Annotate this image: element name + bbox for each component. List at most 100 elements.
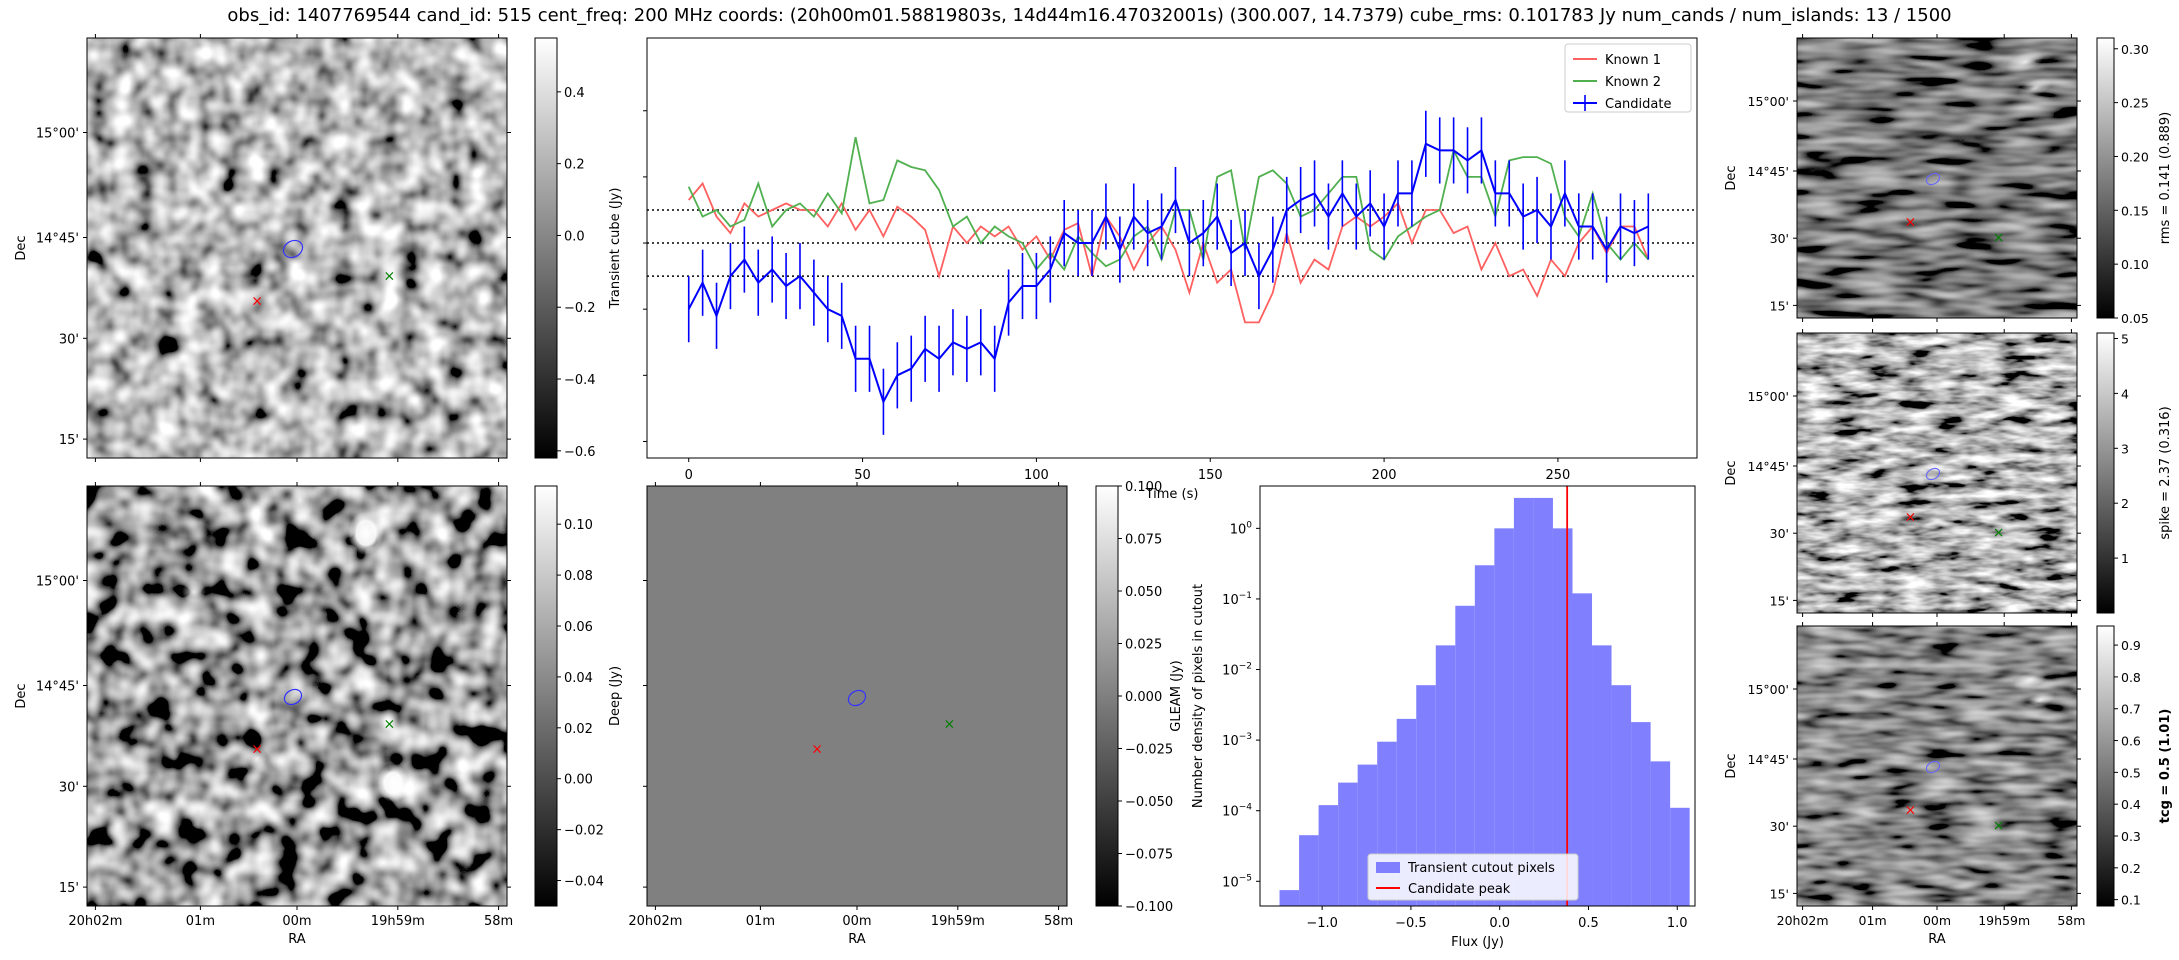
histogram-bar	[1435, 645, 1456, 906]
hist-y-tick-label: 100	[1230, 520, 1253, 537]
rms-image-panel	[1796, 37, 2078, 319]
ts-x-tick-label: 150	[1198, 468, 1223, 483]
colorbar-tick-label: 3	[2121, 441, 2129, 456]
ra-tick-label: 20h02m	[628, 914, 682, 929]
colorbar-tick-label: 0.025	[1125, 638, 1162, 653]
ra-tick-label: 19h59m	[931, 914, 985, 929]
colorbar-tick-label: 0.06	[564, 620, 593, 635]
dec-tick-label: 30'	[1770, 819, 1789, 834]
colorbar-tick-label: 0.050	[1125, 585, 1162, 600]
colorbar-label: tcg = 0.5 (1.01)	[2158, 709, 2173, 824]
dec-tick-label: 30'	[59, 780, 79, 795]
histogram-bar	[1631, 722, 1651, 906]
colorbar-tick-label: 0.6	[2121, 734, 2141, 749]
tcg-image-panel	[1796, 625, 2078, 907]
timeseries-plot-area	[646, 37, 1698, 459]
histogram-bar	[1338, 782, 1358, 906]
known-source-green-x-marker: ×	[1993, 525, 2005, 541]
series-line-known-2	[687, 137, 1649, 272]
ts-x-tick-label: 50	[854, 468, 871, 483]
ra-tick-label: 20h02m	[1777, 913, 1829, 928]
colorbar-tick-label: −0.04	[564, 875, 604, 890]
dec-tick-label: 14°45'	[1748, 164, 1790, 179]
colorbar-tick-label: 0.8	[2121, 670, 2141, 685]
dec-tick-label: 14°45'	[36, 680, 79, 695]
colorbar-tick-label: 0.4	[564, 86, 585, 101]
candidate-red-x-marker: ×	[251, 742, 263, 758]
known-source-green-x-marker: ×	[384, 716, 396, 732]
dec-tick-label: 15'	[59, 433, 79, 448]
legend-label: Known 1	[1605, 53, 1661, 68]
colorbar-tick-label: 0.2	[2121, 861, 2141, 876]
ra-tick-label: 58m	[1044, 914, 1073, 929]
colorbar-tick-label: 0.000	[1125, 690, 1162, 705]
ra-tick-label: 58m	[484, 914, 513, 929]
tcg-colorbar	[2096, 625, 2115, 907]
colorbar-tick-label: 0.1	[2121, 893, 2141, 908]
series-line-candidate	[687, 142, 1649, 405]
hist-x-tick-label: 1.0	[1667, 916, 1688, 931]
dec-tick-label: 14°45'	[1748, 752, 1790, 767]
dec-tick-label: 14°45'	[1748, 459, 1790, 474]
dec-axis-label: Dec	[1724, 753, 1739, 778]
hist-y-tick-label: 10−3	[1222, 732, 1252, 749]
bright-source	[348, 511, 384, 555]
faint-source	[182, 580, 206, 604]
colorbar-tick-label: 0.075	[1125, 533, 1162, 548]
colorbar-tick-label: 0.100	[1125, 480, 1162, 495]
candidate-contour	[282, 239, 304, 259]
deep-colorbar	[534, 485, 558, 907]
candidate-contour	[847, 689, 867, 707]
dec-tick-label: 15'	[1770, 593, 1789, 608]
legend-label: Candidate peak	[1408, 882, 1511, 897]
colorbar-tick-label: 4	[2121, 386, 2129, 401]
hist-x-tick-label: 0.5	[1578, 916, 1599, 931]
hist-x-tick-label: −0.5	[1395, 916, 1427, 931]
colorbar-tick-label: 0.4	[2121, 797, 2141, 812]
colorbar-tick-label: 0.00	[564, 773, 593, 788]
histogram-bar	[1455, 605, 1475, 906]
hist-y-axis-label: Number density of pixels in cutout	[1191, 584, 1206, 808]
histogram-frame	[1259, 485, 1696, 907]
ra-tick-label: 19h59m	[1978, 913, 2030, 928]
known-source-green-x-marker: ×	[384, 268, 396, 284]
histogram-bar	[1611, 685, 1632, 906]
histogram-bar	[1572, 593, 1593, 906]
colorbar-tick-label: 0.0	[564, 229, 585, 244]
candidate-red-x-marker: ×	[251, 294, 263, 310]
known-source-green-x-marker: ×	[1993, 230, 2005, 246]
candidate-red-x-marker: ×	[811, 742, 823, 758]
hist-x-axis-label: Flux (Jy)	[1451, 935, 1504, 950]
hist-x-tick-label: 0.0	[1489, 916, 1510, 931]
colorbar-tick-label: 0.10	[564, 518, 593, 533]
histogram-bar	[1650, 761, 1671, 906]
colorbar-tick-label: 1	[2121, 551, 2129, 566]
ra-tick-label: 01m	[746, 914, 775, 929]
colorbar-tick-label: 0.04	[564, 671, 593, 686]
histogram-bar	[1533, 497, 1553, 906]
known-source-green-x-marker: ×	[1993, 818, 2005, 834]
candidate-red-x-marker: ×	[1905, 214, 1917, 230]
ts-x-tick-label: 200	[1372, 468, 1397, 483]
colorbar-tick-label: −0.4	[564, 373, 596, 388]
histogram-bar	[1299, 835, 1319, 906]
dec-tick-label: 15'	[1770, 298, 1789, 313]
colorbar-tick-label: −0.2	[564, 301, 596, 316]
ra-tick-label: 00m	[282, 914, 311, 929]
figure-title: obs_id: 1407769544 cand_id: 515 cent_fre…	[227, 5, 1952, 26]
colorbar-tick-label: −0.025	[1125, 743, 1173, 758]
ts-x-tick-label: 250	[1546, 468, 1571, 483]
candidate-red-x-marker: ×	[1905, 802, 1917, 818]
transient-colorbar	[534, 37, 558, 459]
histogram-bar	[1474, 565, 1495, 906]
hist-y-tick-label: 10−4	[1222, 803, 1252, 820]
colorbar-tick-label: 0.08	[564, 569, 593, 584]
dec-tick-label: 15'	[1770, 886, 1789, 901]
colorbar-tick-label: 0.05	[2121, 311, 2149, 326]
dec-tick-label: 30'	[1770, 526, 1789, 541]
dec-axis-label: Dec	[14, 683, 29, 708]
dec-tick-label: 15°00'	[1748, 389, 1790, 404]
spike-colorbar	[2096, 332, 2115, 614]
candidate-contour	[283, 688, 303, 706]
ra-axis-label: RA	[848, 932, 866, 947]
